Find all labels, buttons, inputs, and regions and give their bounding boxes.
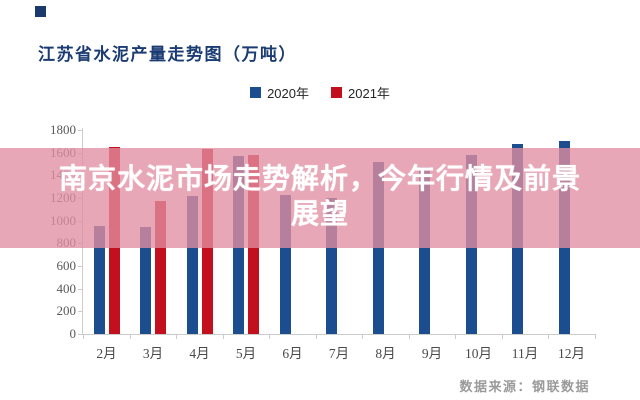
x-axis-line [82,334,596,335]
data-source-label: 数据来源：钢联数据 [459,379,590,394]
y-axis-tick [78,130,82,131]
legend-item-2020: 2020年 [250,83,309,102]
legend-label-2020: 2020年 [267,86,309,101]
bar-2020年-9月 [419,167,430,334]
y-axis-tick [78,266,82,267]
x-axis-label: 6月 [282,346,303,361]
x-axis-label: 2月 [96,346,117,361]
x-axis-tick [455,334,457,339]
headline-line-1: 南京水泥市场走势解析，今年行情及前景 [58,163,581,194]
chart-title: 江苏省水泥产量走势图（万吨） [38,45,297,64]
y-axis-label: 1800 [50,122,76,137]
x-axis-tick [83,334,85,339]
x-axis-tick [501,334,503,339]
legend-swatch-2021 [331,87,342,98]
y-axis-label: 600 [56,258,77,273]
bar-2020年-7月 [326,198,337,334]
x-axis-tick [548,334,550,339]
x-axis-tick [269,334,271,339]
bar-2020年-4月 [186,195,198,334]
chart-legend: 2020年 2021年 [0,83,640,102]
legend-label-2021: 2021年 [348,86,390,101]
x-axis-tick [129,334,131,339]
x-axis-tick [408,334,410,339]
x-axis-label: 3月 [142,346,164,361]
x-axis-tick [176,334,178,339]
x-axis-label: 9月 [421,346,443,361]
bar-2020年-2月 [93,226,105,334]
x-axis-label: 8月 [375,346,396,361]
x-axis-label: 10月 [465,346,492,361]
bar-2020年-3月 [140,227,151,334]
x-axis-tick [222,334,224,339]
x-axis-label: 4月 [189,346,210,361]
x-axis-label: 7月 [328,346,350,361]
y-axis-label: 400 [56,280,77,296]
x-axis-tick [594,334,596,339]
legend-item-2021: 2021年 [331,83,390,102]
x-axis-tick [362,334,364,339]
x-axis-label: 5月 [235,346,257,361]
legend-swatch-2020 [250,87,262,98]
y-axis-tick [78,288,82,290]
y-axis-tick [78,334,82,335]
y-axis-label: 200 [56,303,77,319]
y-axis-label: 0 [69,326,77,341]
x-axis-tick [315,334,317,339]
bar-2020年-6月 [279,194,291,334]
y-axis-tick [78,311,82,313]
decoration-square [35,6,46,17]
x-axis-label: 11月 [511,346,539,361]
headline-overlay: 南京水泥市场走势解析，今年行情及前景 展望 [0,148,640,248]
x-axis-label: 12月 [558,346,585,361]
bar-2021年-3月 [155,201,166,334]
headline-line-2: 展望 [290,198,349,229]
